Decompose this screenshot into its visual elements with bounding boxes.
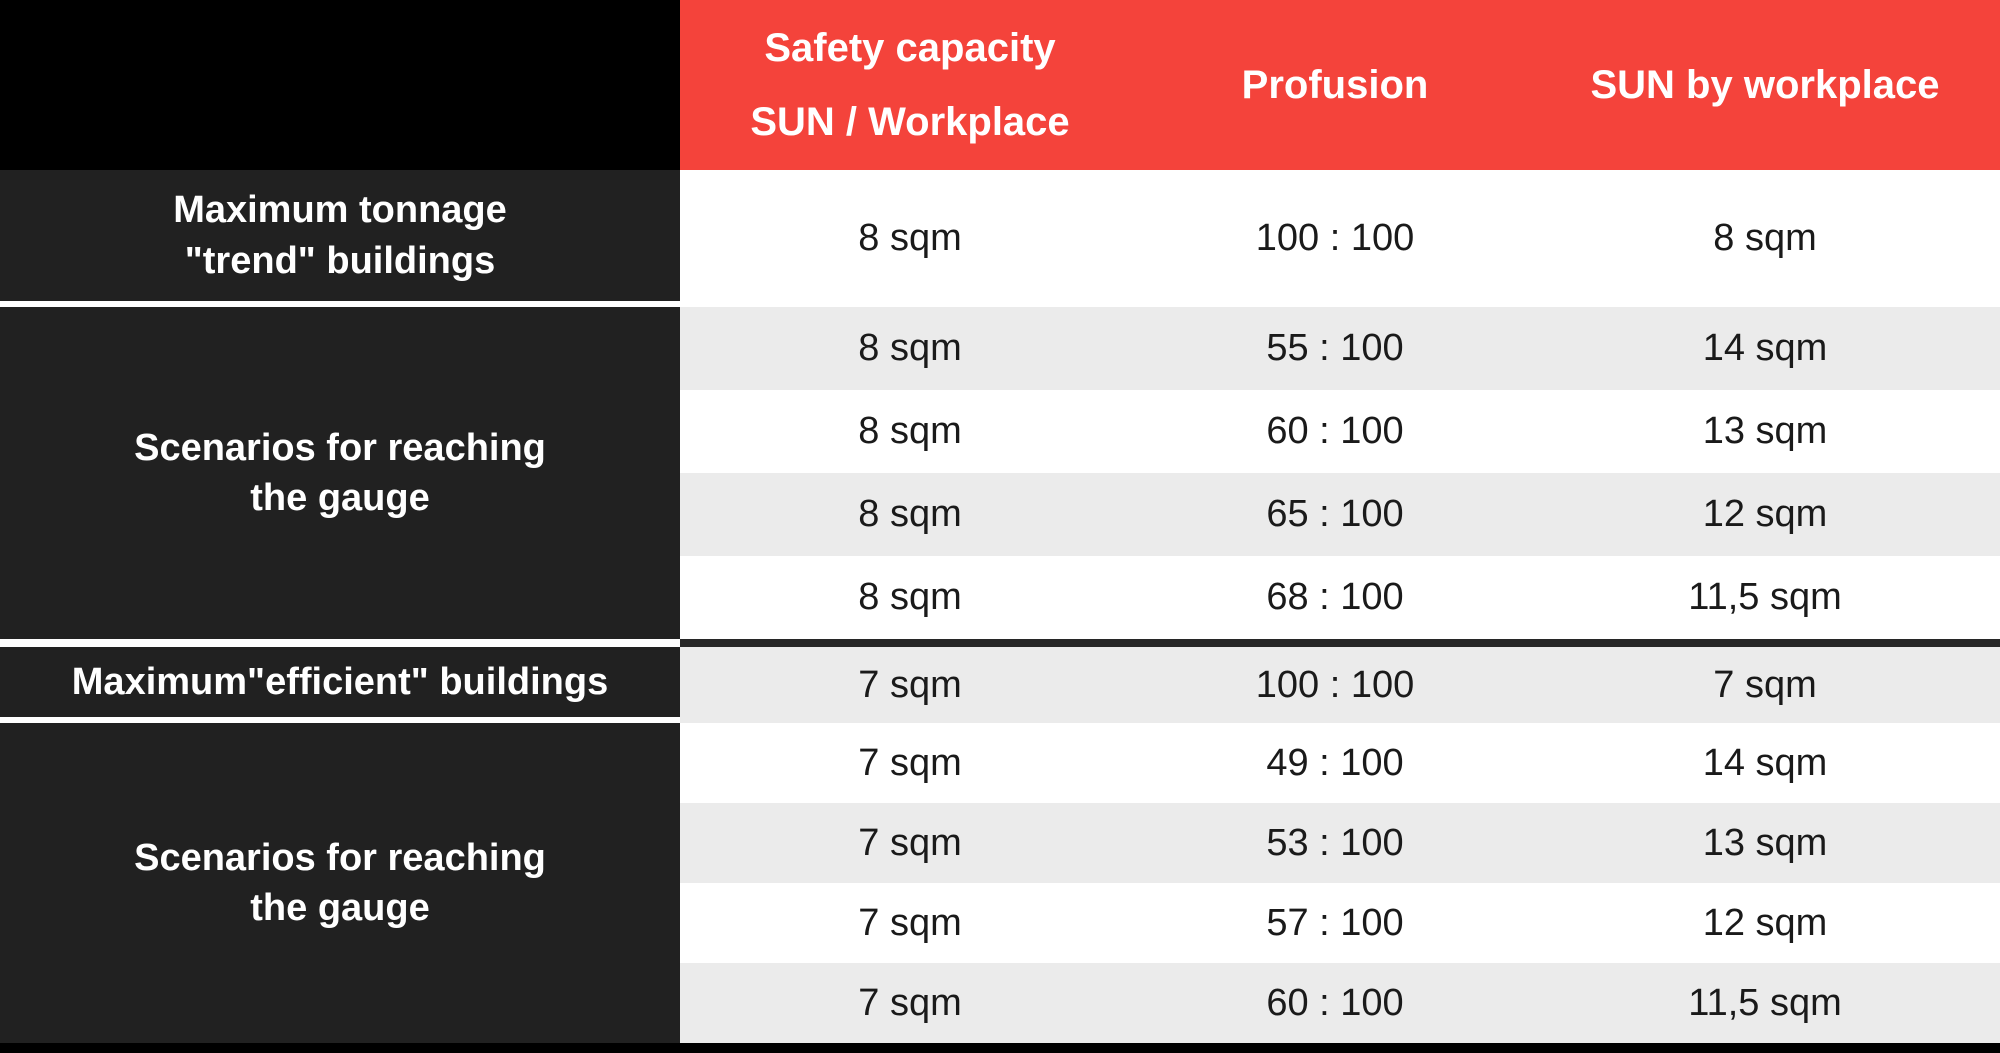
bottom-edge-bar bbox=[0, 1043, 2000, 1053]
cell-sun: 14 sqm bbox=[1530, 723, 2000, 803]
cell-profusion: 60 : 100 bbox=[1140, 963, 1530, 1043]
cell-sun: 12 sqm bbox=[1530, 473, 2000, 556]
row-label-line: Maximum tonnage bbox=[173, 189, 507, 232]
cell-sun: 14 sqm bbox=[1530, 307, 2000, 390]
row-label-line: Scenarios for reaching bbox=[134, 426, 546, 469]
cell-capacity: 7 sqm bbox=[680, 883, 1140, 963]
row-label-line: Scenarios for reaching bbox=[134, 836, 546, 879]
cell-profusion: 55 : 100 bbox=[1140, 307, 1530, 390]
cell-profusion: 65 : 100 bbox=[1140, 473, 1530, 556]
row-label-line: "trend" buildings bbox=[184, 239, 496, 282]
cell-sun: 13 sqm bbox=[1530, 803, 2000, 883]
cell-sun: 7 sqm bbox=[1530, 647, 2000, 723]
cell-profusion: 60 : 100 bbox=[1140, 390, 1530, 473]
cell-capacity: 8 sqm bbox=[680, 390, 1140, 473]
column-header-profusion: Profusion bbox=[1140, 0, 1530, 170]
cell-profusion: 57 : 100 bbox=[1140, 883, 1530, 963]
cell-sun: 11,5 sqm bbox=[1530, 556, 2000, 639]
cell-profusion: 53 : 100 bbox=[1140, 803, 1530, 883]
row-label-line: the gauge bbox=[250, 477, 430, 519]
cell-capacity: 8 sqm bbox=[680, 473, 1140, 556]
row-label-maximum-efficient-buildings: Maximum"efficient" buildings bbox=[0, 647, 680, 723]
cell-sun: 13 sqm bbox=[1530, 390, 2000, 473]
cell-capacity: 7 sqm bbox=[680, 963, 1140, 1043]
cell-capacity: 8 sqm bbox=[680, 170, 1140, 307]
cell-capacity: 7 sqm bbox=[680, 723, 1140, 803]
cell-sun: 12 sqm bbox=[1530, 883, 2000, 963]
cell-capacity: 8 sqm bbox=[680, 307, 1140, 390]
row-label-scenarios-efficient: Scenarios for reaching the gauge bbox=[0, 723, 680, 1043]
cell-sun: 11,5 sqm bbox=[1530, 963, 2000, 1043]
table-corner-cell bbox=[0, 0, 680, 170]
cell-profusion: 100 : 100 bbox=[1140, 170, 1530, 307]
cell-capacity: 7 sqm bbox=[680, 647, 1140, 723]
cell-profusion: 68 : 100 bbox=[1140, 556, 1530, 639]
cell-profusion: 49 : 100 bbox=[1140, 723, 1530, 803]
cell-capacity: 8 sqm bbox=[680, 556, 1140, 639]
column-header-safety-capacity: Safety capacity SUN / Workplace bbox=[680, 0, 1140, 170]
cell-profusion: 100 : 100 bbox=[1140, 647, 1530, 723]
column-header-safety-capacity-line2: SUN / Workplace bbox=[750, 100, 1070, 144]
cell-sun: 8 sqm bbox=[1530, 170, 2000, 307]
column-header-safety-capacity-line1: Safety capacity bbox=[764, 26, 1056, 70]
section-separator-left bbox=[0, 639, 680, 647]
row-label-maximum-trend-buildings: Maximum tonnage "trend" buildings bbox=[0, 170, 680, 307]
column-header-sun-by-workplace: SUN by workplace bbox=[1530, 0, 2000, 170]
cell-capacity: 7 sqm bbox=[680, 803, 1140, 883]
section-separator-line bbox=[680, 639, 2000, 647]
row-label-line: Maximum"efficient" buildings bbox=[71, 660, 609, 703]
row-label-line: the gauge bbox=[250, 887, 430, 929]
row-label-scenarios-trend: Scenarios for reaching the gauge bbox=[0, 307, 680, 639]
